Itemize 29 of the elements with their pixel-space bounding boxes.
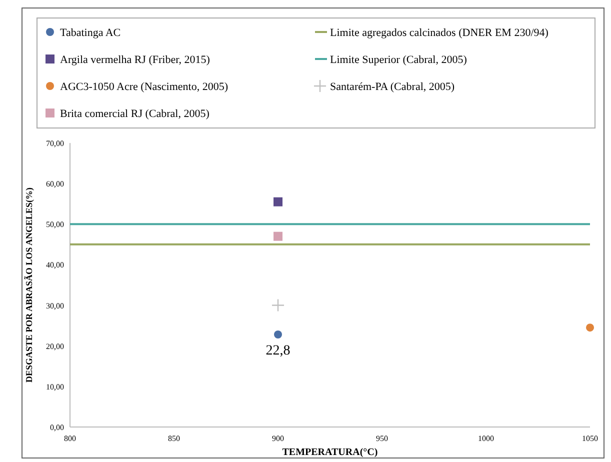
x-tick-label: 900 <box>272 434 284 443</box>
y-tick-label: 20,00 <box>46 342 64 351</box>
legend-label: Tabatinga AC <box>60 27 121 39</box>
y-axis-title: DESGASTE POR ABRASÃO LOS ANGELES(%) <box>24 187 34 383</box>
y-tick-label: 70,00 <box>46 139 64 148</box>
point <box>271 298 285 312</box>
legend-label: Santarém-PA (Cabral, 2005) <box>330 81 455 93</box>
x-axis-title: TEMPERATURA(°C) <box>282 447 378 458</box>
point <box>274 197 282 206</box>
legend-label: Brita comercial RJ (Cabral, 2005) <box>60 108 210 120</box>
y-tick-label: 0,00 <box>50 423 64 432</box>
legend-label: Argila vermelha RJ (Friber, 2015) <box>60 54 210 66</box>
legend-label: AGC3-1050 Acre (Nascimento, 2005) <box>60 81 228 93</box>
legend-label: Limite agregados calcinados (DNER EM 230/94) <box>330 27 549 39</box>
legend-label: Limite Superior (Cabral, 2005) <box>330 54 468 66</box>
y-tick-label: 10,00 <box>46 382 64 392</box>
y-tick-label: 50,00 <box>46 220 64 230</box>
x-tick-label: 800 <box>64 434 76 443</box>
x-tick-label: 950 <box>376 434 388 443</box>
data-label: 22,8 <box>266 343 290 358</box>
point <box>586 324 594 332</box>
point <box>274 232 282 241</box>
x-tick-label: 850 <box>168 434 180 443</box>
x-tick-label: 1050 <box>582 434 598 443</box>
y-tick-label: 40,00 <box>46 260 64 270</box>
point <box>274 330 282 338</box>
y-tick-label: 30,00 <box>46 301 64 310</box>
y-tick-label: 60,00 <box>46 180 64 189</box>
x-tick-label: 1000 <box>478 434 494 443</box>
